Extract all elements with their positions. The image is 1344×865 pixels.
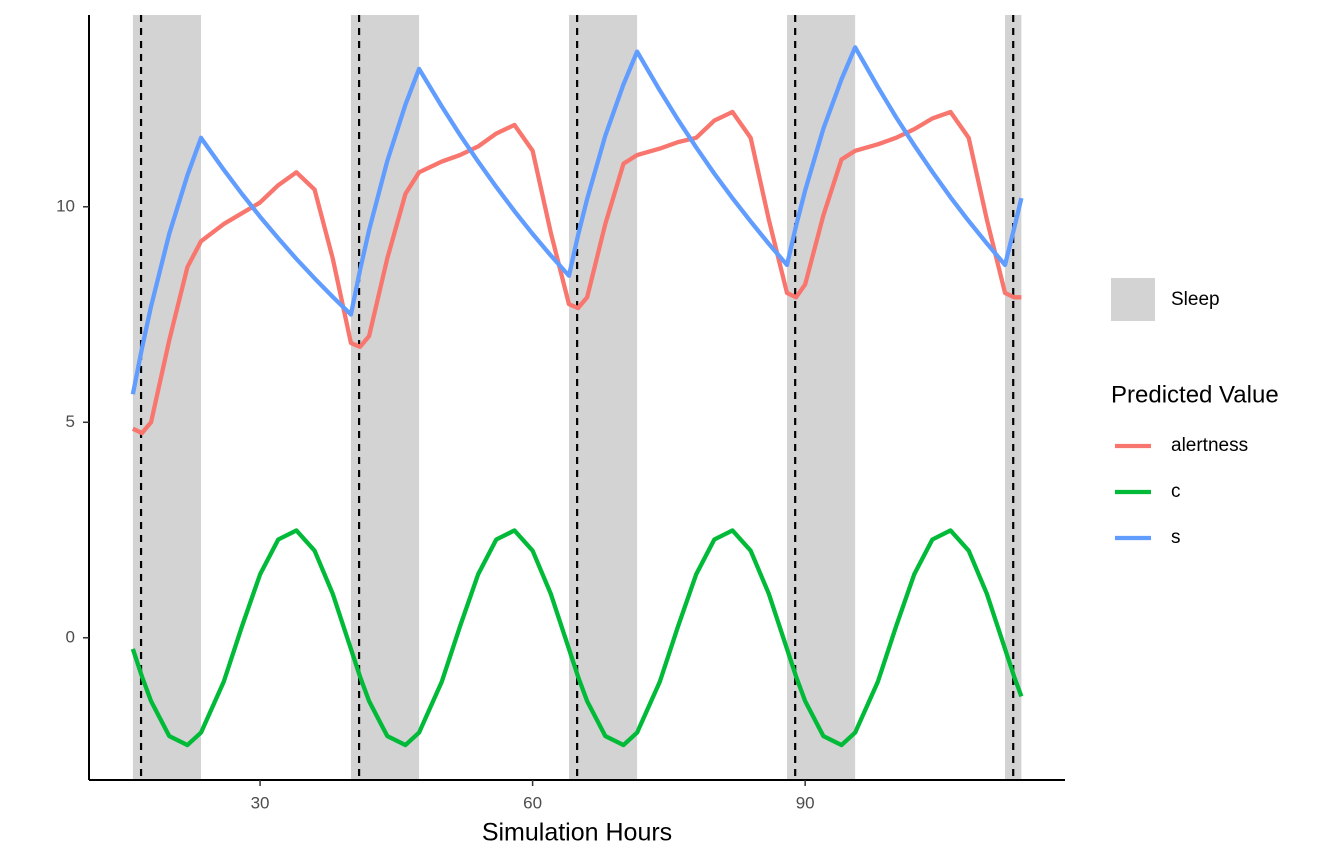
series-line [131, 109, 1022, 436]
sleep-band [350, 15, 420, 780]
x-tick-label: 60 [523, 793, 542, 812]
x-tick-label: 90 [796, 793, 815, 812]
y-tick-label: 5 [66, 412, 75, 431]
series-line [130, 45, 1024, 395]
y-tick-label: 10 [56, 196, 75, 215]
series-line [130, 528, 1024, 748]
x-tick-label: 30 [251, 793, 270, 812]
sleep-band [568, 15, 638, 780]
sleep-band [132, 15, 202, 780]
legend-label: s [1171, 527, 1181, 548]
plot: 0 5 10 30 60 90 alertness c s [56, 15, 1248, 812]
legend-label: alertness [1171, 435, 1248, 456]
legend-sleep-label: Sleep [1171, 289, 1220, 310]
y-tick-label: 0 [66, 627, 75, 646]
legend-sleep-key [1111, 278, 1155, 321]
x-axis-label: Simulation Hours [482, 819, 672, 847]
legend-label: c [1171, 481, 1181, 502]
legend-title: Predicted Value [1111, 381, 1279, 408]
